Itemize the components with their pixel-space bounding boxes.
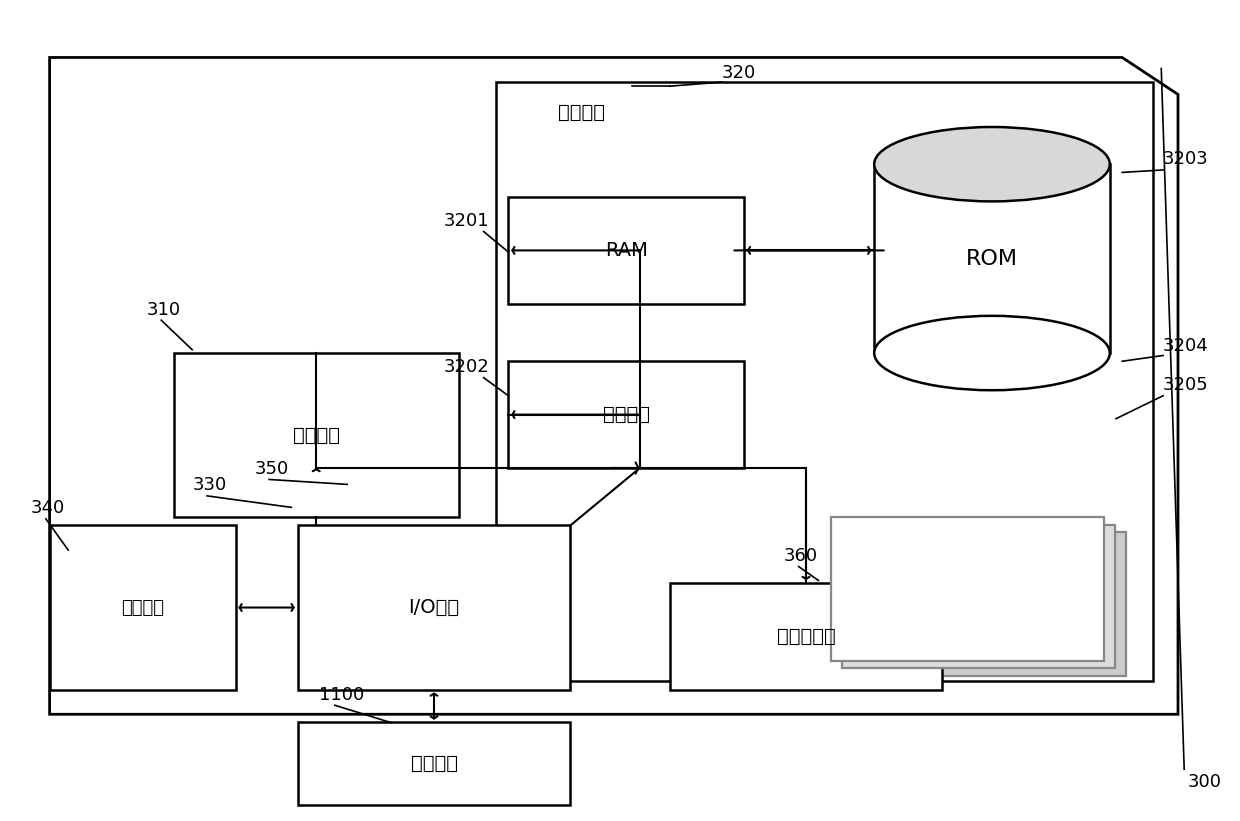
Text: 网络适配器: 网络适配器 [776,626,836,646]
Bar [50,525,236,690]
Bar [831,517,1104,661]
Text: 310: 310 [146,300,181,319]
Text: 350: 350 [254,460,289,478]
Text: 3202: 3202 [444,358,490,376]
Text: 3203: 3203 [1163,150,1209,168]
Text: 3201: 3201 [444,212,490,230]
Text: I/O接口: I/O接口 [408,598,460,617]
Text: 3205: 3205 [1163,376,1209,394]
Bar [670,583,942,690]
Bar [298,722,570,805]
Text: 3204: 3204 [1163,337,1209,355]
Text: 1100: 1100 [319,686,363,704]
Bar [508,361,744,468]
Text: 300: 300 [1188,773,1221,791]
Text: 320: 320 [722,64,756,82]
Ellipse shape [874,316,1110,390]
Ellipse shape [874,127,1110,201]
Bar [842,525,1115,668]
Text: 外部设备: 外部设备 [410,754,458,773]
Text: ROM: ROM [966,249,1018,268]
Text: RAM: RAM [605,241,647,260]
Bar [174,353,459,517]
Polygon shape [50,57,1178,714]
Text: 360: 360 [784,547,818,565]
Bar [874,164,1110,353]
Text: 显示单元: 显示单元 [122,599,164,617]
Text: 330: 330 [192,476,227,494]
Bar [298,525,570,690]
Bar [853,532,1126,676]
Text: 处理单元: 处理单元 [293,425,340,445]
Bar [496,82,1153,681]
Bar [508,197,744,304]
Text: 存储单元: 存储单元 [558,103,605,122]
Text: 340: 340 [31,499,66,517]
Text: 高速缓存: 高速缓存 [603,405,650,424]
